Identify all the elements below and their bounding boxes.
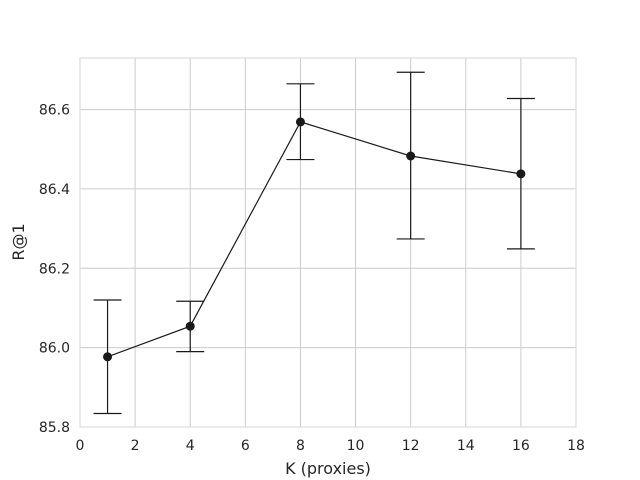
plot-frame (79, 57, 577, 428)
x-tick-label: 6 (241, 438, 250, 454)
y-tick-label: 85.8 (39, 420, 70, 436)
y-axis-label: R@1 (9, 223, 28, 260)
x-tick-label: 2 (131, 438, 140, 454)
y-tick-label: 86.2 (39, 261, 70, 277)
y-tick-label: 86.6 (39, 103, 70, 119)
y-tick-label: 86.4 (39, 182, 70, 198)
x-tick-label: 18 (567, 438, 585, 454)
data-point (295, 117, 305, 127)
x-axis-label: K (proxies) (285, 459, 371, 478)
data-series (93, 71, 535, 415)
x-tick-label: 4 (186, 438, 195, 454)
y-tick-label: 86.0 (39, 341, 70, 357)
x-tick-label: 10 (347, 438, 365, 454)
x-tick-label: 14 (457, 438, 475, 454)
tick-labels: 0 2 4 6 8 10 12 14 16 18 85.8 86.0 86.2 86.4 86.6 (39, 103, 585, 454)
x-tick-label: 8 (296, 438, 305, 454)
plot-area (80, 58, 576, 427)
x-tick-label: 12 (402, 438, 420, 454)
data-point (406, 151, 416, 161)
data-point (185, 321, 195, 331)
data-point (103, 352, 113, 362)
x-tick-label: 16 (512, 438, 530, 454)
data-point (516, 169, 526, 179)
x-tick-label: 0 (76, 438, 85, 454)
